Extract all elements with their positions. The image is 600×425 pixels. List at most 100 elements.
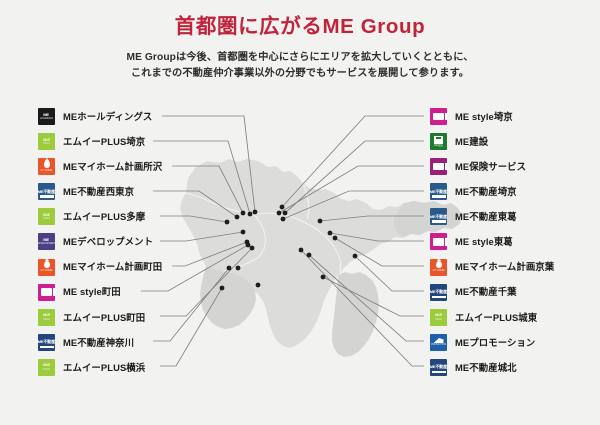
logo-me-promotion-icon: PROMOTION [430,333,447,351]
legend-item-label: エムイーPLUS横浜 [63,361,146,373]
logo-me-myhome-machida-icon: MY HOME [38,258,55,276]
logo-subtext: MY HOME [432,269,445,273]
page-subtitle: ME Groupは今後、首都圏を中心にさらにエリアを拡大していくとともに、 これ… [0,40,600,83]
logo-subtext: HOLDINGS [40,116,53,120]
logo-me-style-saikyo-icon [430,108,447,125]
legend-item[interactable]: ME style東葛 [430,233,600,251]
style-mark-glyph [433,162,447,171]
logo-me-fudosan-tokatsu-icon: ME不動産 [430,208,447,226]
leader-lines-right [278,115,424,367]
legend-item[interactable]: ME HOLDINGS MEホールディングス [38,108,228,125]
water-drop-glyph [43,160,50,168]
logo-me-myhome-keiyo-icon: MY HOME [430,258,447,276]
legend-item-label: MEプロモーション [455,336,536,348]
legend-item[interactable]: M.E PLUS エムイーPLUS横浜 [38,358,228,376]
legend-item[interactable]: ME不動産 ME不動産東葛 [430,208,600,226]
legend-column-left: ME HOLDINGS MEホールディングス M.E PLUS エムイーPLUS埼京 MY … [38,108,228,384]
legend-item[interactable]: ME不動産 ME不動産神奈川 [38,333,228,351]
logo-subtext: PROMOTION [430,343,447,347]
legend-item[interactable]: M.E PLUS エムイーPLUS城東 [430,308,600,326]
logo-me-plus-machida-icon: M.E PLUS [38,308,55,326]
logo-me-style-machida-icon [38,283,55,301]
legend-item-label: ME不動産神奈川 [63,336,135,348]
logo-me-plus-tama-icon: M.E PLUS [38,208,55,226]
legend-item-label: MEマイホーム計画京葉 [455,261,555,273]
legend-item[interactable]: ME不動産 ME不動産城北 [430,358,600,376]
legend-item-label: MEホールディングス [63,110,153,122]
legend-item-label: ME不動産埼京 [455,186,517,198]
legend-item[interactable]: ME DEVELOPMENT MEデベロップメント [38,233,228,251]
logo-wordmark: M.E [43,212,50,217]
logo-me-fudosan-kanagawa-icon: ME不動産 [38,333,55,351]
logo-me-fudosan-nishitokyo-icon: ME不動産 [38,183,55,201]
legend-item-label: MEマイホーム計画町田 [63,261,163,273]
logo-subtext: PLUS [43,317,50,321]
logo-subtext: ME建設 [434,143,443,147]
style-mark-glyph [433,238,447,246]
logo-me-kensetsu-icon: ME建設 [430,133,447,151]
legend-item-label: ME保険サービス [455,160,527,172]
legend-item-label: MEデベロップメント [63,236,154,248]
logo-wordmark: ME不動産 [38,188,55,194]
legend-item[interactable]: ME不動産 ME不動産千葉 [430,283,600,301]
logo-wordmark: ME不動産 [430,188,447,194]
legend-column-right: ME style埼京 ME建設 ME建設 ME保険サービス ME不動産 ME不動産埼京 ME… [430,108,600,384]
logo-wordmark: ME [43,237,50,242]
building-glyph [434,135,443,144]
logo-subtext: DEVELOPMENT [38,242,55,246]
water-drop-glyph [435,260,442,269]
logo-me-development-icon: ME DEVELOPMENT [38,233,55,251]
map-silhouette [180,159,463,357]
legend-item-label: ME不動産西東京 [63,186,135,198]
legend-item-label: ME不動産城北 [455,361,517,373]
logo-me-plus-saikyo-icon: M.E PLUS [38,133,55,151]
logo-me-style-tokatsu-icon [430,233,447,251]
legend-item[interactable]: M.E PLUS エムイーPLUS多摩 [38,208,228,226]
legend-item[interactable]: ME不動産 ME不動産西東京 [38,183,228,201]
legend-item-label: MEマイホーム計画所沢 [63,160,163,172]
logo-me-plus-joto-icon: M.E PLUS [430,308,447,326]
logo-wordmark: ME不動産 [430,364,447,370]
logo-wordmark: M.E [43,362,50,368]
logo-wordmark: ME不動産 [430,289,447,294]
legend-item[interactable]: ME style埼京 [430,108,600,125]
legend-item-label: ME style町田 [63,286,121,298]
water-drop-glyph [43,260,50,269]
subtitle-line-2: これまでの不動産仲介事業以外の分野でもサービスを展開して参ります。 [130,68,470,80]
legend-item[interactable]: MY HOME MEマイホーム計画所沢 [38,158,228,176]
legend-item[interactable]: ME建設 ME建設 [430,133,600,151]
logo-me-fudosan-johoku-icon: ME不動産 [430,358,447,376]
logo-wordmark: M.E [43,312,50,318]
logo-wordmark: ME不動産 [38,339,55,344]
legend-item-label: ME不動産東葛 [455,211,517,223]
legend-item-label: ME style埼京 [455,110,513,122]
header: 首都圏に広がるME Group ME Groupは今後、首都圏を中心にさらにエリ… [0,0,600,83]
legend-item[interactable]: ME style町田 [38,283,228,301]
logo-me-fudosan-saikyo-icon: ME不動産 [430,183,447,201]
logo-wordmark: ME [43,111,50,117]
legend-item[interactable]: MY HOME MEマイホーム計画町田 [38,258,228,276]
legend-item[interactable]: PROMOTION MEプロモーション [430,333,600,351]
logo-subtext: MY HOME [40,168,53,172]
map-markers [219,204,358,291]
legend-item-label: ME建設 [455,135,489,147]
logo-wordmark: M.E [435,312,442,318]
logo-me-hoken-service-icon [430,158,447,176]
legend-item-label: ME不動産千葉 [455,286,517,298]
logo-me-plus-yokohama-icon: M.E PLUS [38,358,55,376]
legend-item[interactable]: ME保険サービス [430,158,600,176]
legend-item[interactable]: M.E PLUS エムイーPLUS町田 [38,308,228,326]
logo-me-holdings-icon: ME HOLDINGS [38,108,55,125]
legend-item[interactable]: ME不動産 ME不動産埼京 [430,183,600,201]
logo-wordmark: M.E [43,136,50,142]
legend-item-label: ME style東葛 [455,236,513,248]
legend-item[interactable]: MY HOME MEマイホーム計画京葉 [430,258,600,276]
logo-me-myhome-tokorozawa-icon: MY HOME [38,158,55,176]
logo-subtext: MY HOME [40,269,53,273]
legend-item[interactable]: M.E PLUS エムイーPLUS埼京 [38,133,228,151]
legend-item-label: エムイーPLUS城東 [455,311,538,323]
logo-subtext: PLUS [43,367,50,371]
logo-me-fudosan-chiba-icon: ME不動産 [430,283,447,301]
logo-wordmark: ME不動産 [430,213,447,219]
